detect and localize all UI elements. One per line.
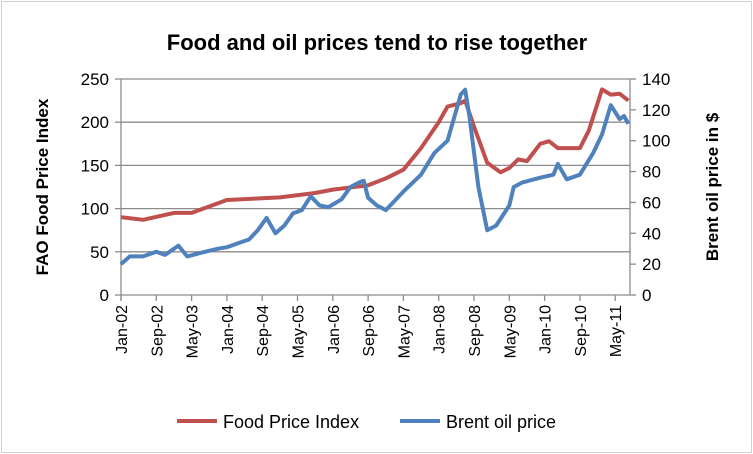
x-tick-label: Sep-04 [255, 305, 272, 357]
y-tick-label: 100 [81, 200, 109, 219]
legend-label: Brent oil price [446, 412, 556, 432]
y2-tick-label: 100 [642, 132, 670, 151]
y2-tick-label: 40 [642, 224, 661, 243]
y-tick-label: 150 [81, 156, 109, 175]
x-tick-label: Sep-02 [149, 305, 166, 357]
x-tick-label: Sep-06 [361, 305, 378, 357]
x-tick-label: Jan-06 [326, 305, 343, 354]
x-tick-label: May-03 [185, 305, 202, 358]
series-line-brent-oil [119, 87, 631, 266]
series-line-food-price-index [120, 87, 630, 222]
x-tick-label: Jan-10 [538, 305, 555, 354]
y-tick-label: 200 [81, 113, 109, 132]
x-tick-label: May-07 [396, 305, 413, 358]
y-tick-label: 0 [100, 286, 109, 305]
y2-tick-label: 60 [642, 193, 661, 212]
x-tick-label: Sep-08 [467, 305, 484, 357]
x-tick-label: May-09 [502, 305, 519, 358]
y2-axis-label: Brent oil price in $ [703, 112, 722, 261]
x-tick-label: Jan-04 [220, 305, 237, 354]
legend-label: Food Price Index [223, 412, 359, 432]
x-tick-label: Jan-02 [114, 305, 131, 354]
chart-title: Food and oil prices tend to rise togethe… [167, 30, 588, 55]
y2-tick-label: 80 [642, 163, 661, 182]
x-tick-label: May-05 [291, 305, 308, 358]
x-tick-label: Sep-10 [573, 305, 590, 357]
x-tick-label: Jan-08 [432, 305, 449, 354]
y2-tick-label: 120 [642, 101, 670, 120]
y-tick-label: 50 [90, 243, 109, 262]
x-tick-label: May-11 [608, 305, 625, 357]
y2-tick-label: 140 [642, 70, 670, 89]
y2-tick-label: 0 [642, 286, 651, 305]
y-tick-label: 250 [81, 70, 109, 89]
y2-tick-label: 20 [642, 255, 661, 274]
y-axis-label: FAO Food Price Index [33, 98, 52, 275]
